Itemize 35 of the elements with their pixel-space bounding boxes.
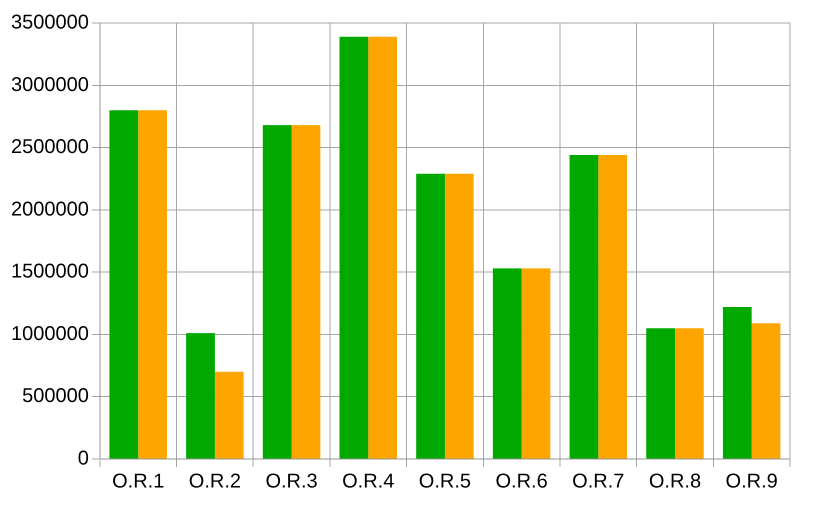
y-tick-label: 0 bbox=[78, 448, 89, 470]
x-tick-label: O.R.7 bbox=[572, 470, 624, 493]
bar bbox=[368, 36, 398, 458]
x-tick-label: O.R.5 bbox=[418, 470, 472, 493]
x-tick-label: O.R.4 bbox=[342, 470, 394, 493]
x-tick-label: O.R.9 bbox=[726, 470, 778, 493]
y-tick-label: 2000000 bbox=[10, 198, 89, 220]
bar bbox=[138, 110, 167, 458]
y-tick-label: 1500000 bbox=[10, 260, 89, 283]
bar bbox=[444, 174, 474, 458]
bar bbox=[292, 125, 320, 458]
bar bbox=[262, 125, 292, 458]
x-tick-label: O.R.1 bbox=[112, 470, 164, 493]
bar bbox=[522, 268, 550, 458]
bar bbox=[339, 36, 368, 458]
bar bbox=[492, 268, 522, 458]
bar bbox=[752, 323, 780, 458]
x-tick-label: O.R.2 bbox=[188, 470, 242, 493]
y-tick-label: 3000000 bbox=[10, 74, 89, 96]
bar bbox=[570, 155, 598, 458]
x-tick-label: O.R.8 bbox=[648, 470, 702, 493]
y-tick-label: 1000000 bbox=[10, 322, 89, 345]
y-tick-label: 500000 bbox=[22, 385, 89, 408]
y-tick-label: 3500000 bbox=[10, 12, 89, 34]
bar bbox=[674, 328, 704, 458]
x-tick-label: O.R.3 bbox=[265, 470, 318, 493]
bar bbox=[722, 307, 752, 458]
bar bbox=[416, 174, 445, 458]
bar bbox=[598, 155, 628, 458]
bar bbox=[214, 372, 244, 458]
bar bbox=[646, 328, 675, 458]
y-tick-label: 2500000 bbox=[10, 136, 89, 158]
bar bbox=[186, 333, 215, 458]
bar bbox=[109, 110, 138, 458]
x-tick-label: O.R.6 bbox=[495, 470, 548, 493]
